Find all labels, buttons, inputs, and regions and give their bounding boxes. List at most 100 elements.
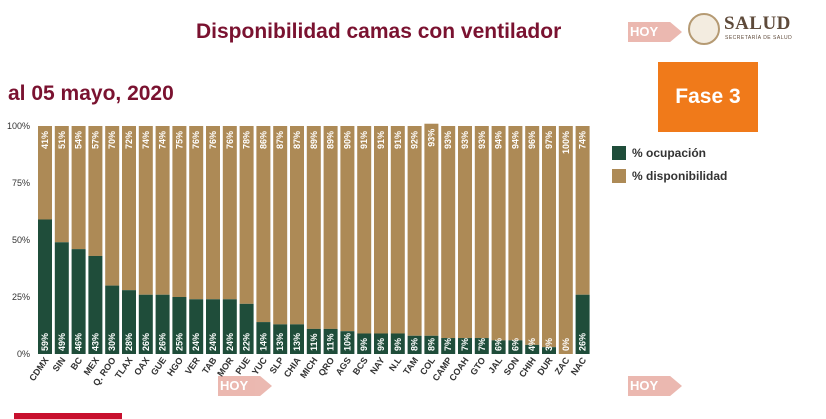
bar-disponibilidad — [206, 126, 220, 300]
data-label-disponibilidad: 54% — [74, 131, 84, 149]
bar-disponibilidad — [458, 126, 472, 339]
watermark-hoy-bottom-1: HOY — [218, 376, 272, 396]
data-label-ocupacion: 7% — [443, 338, 453, 351]
x-tick-label: VER — [183, 355, 202, 376]
data-label-ocupacion: 9% — [393, 338, 403, 351]
data-label-disponibilidad: 86% — [258, 131, 268, 149]
x-tick-label: MOR — [215, 355, 236, 378]
bar-disponibilidad — [390, 126, 405, 334]
data-label-ocupacion: 24% — [191, 333, 201, 351]
data-label-disponibilidad: 76% — [208, 131, 218, 149]
logo-name: SALUD — [724, 13, 791, 34]
bar-ocupacion — [138, 294, 153, 354]
x-tick-label: NAY — [368, 355, 387, 376]
legend-swatch-disponibilidad — [612, 169, 626, 183]
legend-item-ocupacion: % ocupación — [612, 146, 727, 160]
bar-disponibilidad — [525, 126, 540, 345]
bar-ocupacion — [189, 299, 204, 354]
bar-disponibilidad — [508, 126, 523, 341]
data-label-disponibilidad: 74% — [158, 131, 168, 149]
data-label-ocupacion: 9% — [359, 338, 369, 351]
bar-ocupacion — [374, 333, 388, 354]
bar-disponibilidad — [374, 126, 388, 334]
seal-icon — [688, 13, 720, 45]
bar-disponibilidad — [424, 123, 439, 336]
data-label-ocupacion: 10% — [342, 333, 352, 351]
data-label-ocupacion: 26% — [578, 333, 588, 351]
legend-swatch-ocupacion — [612, 146, 626, 160]
bar-disponibilidad — [105, 126, 120, 286]
data-label-disponibilidad: 76% — [225, 131, 235, 149]
bar-ocupacion — [54, 242, 69, 354]
x-tick-label: SIN — [51, 355, 68, 373]
legend: % ocupación % disponibilidad — [612, 146, 727, 192]
bar-disponibilidad — [273, 126, 288, 325]
bar-ocupacion — [222, 299, 237, 354]
data-label-ocupacion: 28% — [124, 333, 134, 351]
data-label-ocupacion: 30% — [107, 333, 117, 351]
data-label-ocupacion: 13% — [275, 333, 285, 351]
bar-ocupacion — [71, 249, 86, 354]
data-label-disponibilidad: 72% — [124, 131, 134, 149]
data-label-disponibilidad: 93% — [426, 129, 436, 147]
logo-subtitle: SECRETARÍA DE SALUD — [725, 35, 793, 41]
legend-label-ocupacion: % ocupación — [632, 146, 707, 160]
data-label-disponibilidad: 41% — [40, 131, 50, 149]
bar-ocupacion — [38, 219, 52, 354]
data-label-disponibilidad: 75% — [174, 131, 184, 149]
bar-ocupacion — [105, 285, 120, 354]
data-label-ocupacion: 11% — [326, 333, 336, 351]
data-label-ocupacion: 46% — [74, 333, 84, 351]
data-label-ocupacion: 24% — [208, 333, 218, 351]
bar-ocupacion — [256, 322, 271, 354]
x-tick-label: MICH — [298, 355, 319, 380]
bar-disponibilidad — [323, 126, 338, 329]
bottom-accent-strip — [14, 413, 122, 419]
x-tick-label: CDMX — [27, 355, 50, 382]
bar-ocupacion — [407, 335, 422, 354]
bar-ocupacion — [172, 297, 187, 354]
bar-ocupacion — [122, 290, 136, 354]
bar-disponibilidad — [542, 126, 556, 348]
bar-ocupacion — [441, 338, 456, 354]
data-label-disponibilidad: 89% — [309, 131, 319, 149]
bar-disponibilidad — [189, 126, 204, 300]
data-label-ocupacion: 49% — [57, 333, 67, 351]
x-tick-label: GUE — [149, 355, 168, 377]
x-tick-label: YUC — [250, 355, 269, 377]
data-label-ocupacion: 4% — [527, 338, 537, 351]
data-label-disponibilidad: 93% — [460, 131, 470, 149]
y-tick-label: 50% — [12, 235, 30, 245]
data-label-ocupacion: 8% — [410, 338, 420, 351]
bar-ocupacion — [239, 303, 254, 354]
data-label-disponibilidad: 93% — [477, 131, 487, 149]
data-label-disponibilidad: 94% — [494, 131, 504, 149]
data-label-ocupacion: 25% — [174, 333, 184, 351]
x-tick-label: TAM — [401, 355, 420, 376]
x-tick-label: PUE — [233, 355, 252, 376]
y-tick-label: 0% — [17, 349, 30, 359]
bar-disponibilidad — [340, 126, 355, 332]
bar-disponibilidad — [239, 126, 254, 304]
data-label-ocupacion: 14% — [258, 333, 268, 351]
y-tick-label: 100% — [7, 121, 30, 131]
data-label-ocupacion: 59% — [40, 333, 50, 351]
data-label-ocupacion: 26% — [141, 333, 151, 351]
page-subtitle: al 05 mayo, 2020 — [8, 82, 174, 105]
phase-badge: Fase 3 — [658, 62, 758, 132]
bar-disponibilidad — [122, 126, 136, 291]
data-label-ocupacion: 3% — [544, 338, 554, 351]
data-label-disponibilidad: 74% — [578, 131, 588, 149]
bar-ocupacion — [306, 328, 321, 354]
data-label-ocupacion: 7% — [477, 338, 487, 351]
data-label-disponibilidad: 57% — [90, 131, 100, 149]
x-tick-label: QRO — [316, 355, 336, 378]
bar-disponibilidad — [575, 126, 590, 295]
data-label-ocupacion: 9% — [376, 338, 386, 351]
page-title: Disponibilidad camas con ventilador — [196, 20, 562, 43]
bar-ocupacion — [390, 333, 405, 354]
data-label-disponibilidad: 76% — [191, 131, 201, 149]
bar-ocupacion — [542, 347, 556, 354]
watermark-hoy-top: HOY — [628, 22, 682, 42]
